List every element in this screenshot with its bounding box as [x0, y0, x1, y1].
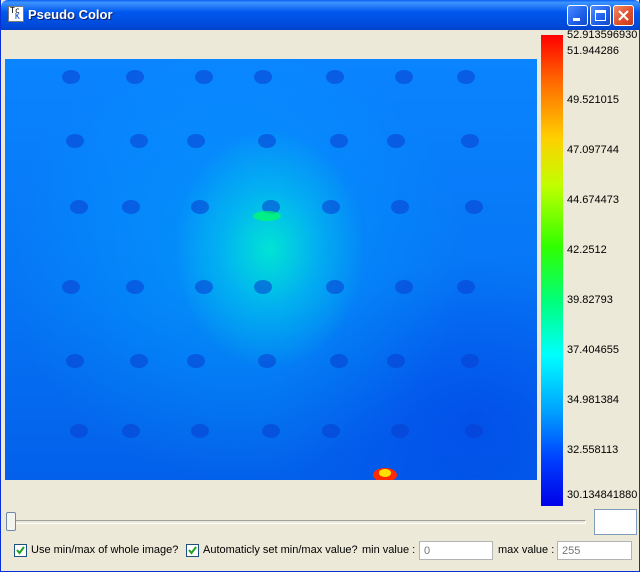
- checkmark-icon: [16, 546, 25, 555]
- auto-minmax-label[interactable]: Automaticly set min/max value?: [203, 544, 358, 556]
- colorbar-label: 44.674473: [567, 194, 619, 206]
- image-spot: [262, 200, 280, 214]
- maximize-icon: [595, 10, 606, 21]
- use-minmax-checkbox[interactable]: [14, 544, 27, 557]
- close-icon: [618, 10, 629, 21]
- min-value-label: min value :: [362, 544, 416, 556]
- image-spot: [191, 200, 209, 214]
- max-value-field[interactable]: [557, 541, 632, 560]
- image-spot: [395, 280, 413, 294]
- max-value-label: max value :: [498, 544, 555, 556]
- threshold-slider-track[interactable]: [6, 520, 586, 524]
- image-spot: [66, 354, 84, 368]
- colorbar-label: 32.558113: [567, 444, 619, 456]
- app-icon-text-bottom: K: [15, 12, 20, 21]
- image-spot: [122, 200, 140, 214]
- image-spot: [126, 280, 144, 294]
- min-value-field[interactable]: [419, 541, 493, 560]
- pseudo-color-image[interactable]: [5, 59, 537, 480]
- colorbar-label: 51.944286: [567, 45, 619, 57]
- image-spot: [258, 354, 276, 368]
- image-spot: [322, 424, 340, 438]
- maximize-button[interactable]: [590, 5, 611, 26]
- app-icon-text-top: Tc: [10, 6, 20, 15]
- minimize-button[interactable]: [567, 5, 588, 26]
- image-spot: [461, 354, 479, 368]
- image-spot: [258, 134, 276, 148]
- image-spot: [62, 70, 80, 84]
- image-spot: [457, 280, 475, 294]
- image-spot: [330, 354, 348, 368]
- image-spot: [254, 70, 272, 84]
- image-spot: [391, 200, 409, 214]
- auto-minmax-checkbox[interactable]: [186, 544, 199, 557]
- image-spot: [326, 280, 344, 294]
- threshold-slider-thumb[interactable]: [6, 512, 16, 531]
- colorbar-label: 42.2512: [567, 244, 607, 256]
- colorbar-label: 34.981384: [567, 394, 619, 406]
- window-title: Pseudo Color: [28, 7, 113, 22]
- image-spot: [195, 70, 213, 84]
- colorbar-label: 39.82793: [567, 294, 613, 306]
- image-spot: [66, 134, 84, 148]
- image-spot: [387, 354, 405, 368]
- image-spot: [187, 354, 205, 368]
- colorbar-label: 49.521015: [567, 94, 619, 106]
- image-spot: [195, 280, 213, 294]
- image-spot: [254, 280, 272, 294]
- colorbar-label-min: 30.134841880: [567, 489, 638, 501]
- image-spot: [122, 424, 140, 438]
- colorbar-label: 47.097744: [567, 144, 619, 156]
- image-spot: [262, 424, 280, 438]
- checkmark-icon: [188, 546, 197, 555]
- colorbar-label-max: 52.913596930: [567, 29, 638, 41]
- image-spot: [70, 200, 88, 214]
- color-scale-bar: [541, 35, 563, 506]
- colorbar-label: 37.404655: [567, 344, 619, 356]
- image-spot-layer: [62, 70, 483, 480]
- image-spot: [387, 134, 405, 148]
- image-spot: [187, 134, 205, 148]
- title-bar[interactable]: Tc K Pseudo Color: [1, 0, 640, 30]
- image-spot: [62, 280, 80, 294]
- image-spot: [465, 200, 483, 214]
- image-spot: [191, 424, 209, 438]
- slider-value-box[interactable]: [594, 509, 637, 535]
- image-spot: [126, 70, 144, 84]
- image-spot: [130, 134, 148, 148]
- image-spot: [395, 70, 413, 84]
- app-icon[interactable]: Tc K: [8, 6, 24, 22]
- image-spot: [465, 424, 483, 438]
- image-spot: [130, 354, 148, 368]
- image-spot: [330, 134, 348, 148]
- image-spot: [391, 424, 409, 438]
- image-spot: [457, 70, 475, 84]
- image-spot: [461, 134, 479, 148]
- minimize-icon: [573, 18, 580, 21]
- image-spot: [326, 70, 344, 84]
- image-spot: [322, 200, 340, 214]
- image-spot: [70, 424, 88, 438]
- use-minmax-label[interactable]: Use min/max of whole image?: [31, 544, 179, 556]
- close-button[interactable]: [613, 5, 634, 26]
